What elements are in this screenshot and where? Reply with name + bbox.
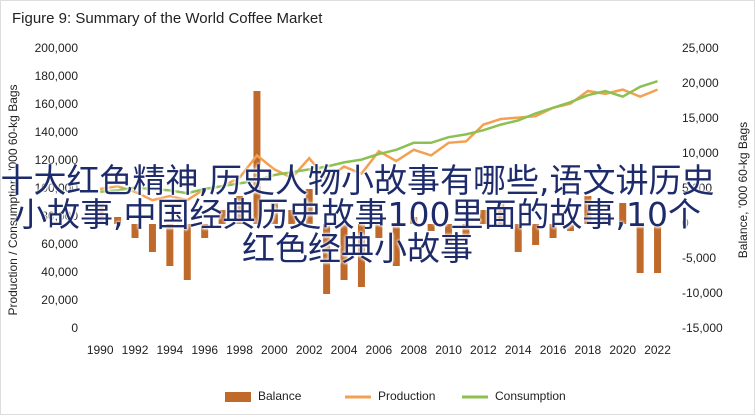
bar (148, 224, 156, 252)
bar (514, 224, 522, 252)
y-tick-label: 0 (71, 321, 78, 335)
bar (636, 224, 644, 273)
bar (96, 203, 104, 224)
legend-label: Production (378, 389, 435, 403)
bar (183, 224, 191, 280)
bar (479, 210, 487, 224)
y-tick-label: 40,000 (41, 265, 78, 279)
y-tick-label: 120,000 (35, 153, 79, 167)
legend-label: Balance (258, 389, 302, 403)
x-tick-label: 2010 (435, 343, 462, 357)
y2-tick-label: 20,000 (682, 76, 719, 90)
bar (323, 224, 331, 294)
x-tick-label: 2018 (575, 343, 602, 357)
y2-tick-label: 5,000 (682, 181, 712, 195)
bar (218, 210, 226, 224)
bar (166, 224, 174, 266)
x-tick-label: 2000 (261, 343, 288, 357)
bar (462, 224, 470, 238)
bar (131, 224, 139, 238)
x-tick-label: 2002 (296, 343, 323, 357)
overlay-text: 十大红色精神,历史人物小故事有哪些,语文讲历史小故事,中国经典历史故事100里面… (0, 161, 715, 268)
y-tick-label: 180,000 (35, 69, 79, 83)
chart-title: Figure 9: Summary of the World Coffee Ma… (12, 10, 323, 27)
bar (584, 196, 592, 224)
bar (305, 189, 313, 224)
y2-tick-label: 15,000 (682, 111, 719, 125)
bar (410, 217, 418, 224)
legend-label: Consumption (495, 389, 566, 403)
y-tick-label: 100,000 (35, 181, 79, 195)
y2-tick-label: -5,000 (682, 251, 716, 265)
bar (114, 217, 122, 224)
y2-tick-label: 10,000 (682, 146, 719, 160)
y-tick-label: 20,000 (41, 293, 78, 307)
y-tick-label: 60,000 (41, 237, 78, 251)
x-tick-label: 2012 (470, 343, 497, 357)
bar (445, 224, 453, 245)
bar (253, 91, 261, 224)
bar (270, 203, 278, 224)
line (100, 80, 658, 195)
bar (375, 224, 383, 238)
x-tick-label: 2014 (505, 343, 532, 357)
y2-tick-label: 25,000 (682, 41, 719, 55)
bar (427, 224, 435, 231)
x-tick-label: 1996 (191, 343, 218, 357)
legend-swatch (225, 392, 251, 402)
y2-tick-label: -15,000 (682, 321, 723, 335)
bar (201, 224, 209, 238)
y-tick-label: 140,000 (35, 125, 79, 139)
x-tick-label: 2016 (540, 343, 567, 357)
bar (236, 196, 244, 224)
bar (566, 224, 574, 231)
y-tick-label: 200,000 (35, 41, 79, 55)
bar (532, 224, 540, 245)
y2-tick-label: -10,000 (682, 286, 723, 300)
bar (497, 203, 505, 224)
x-tick-label: 1992 (122, 343, 149, 357)
bar (619, 203, 627, 224)
y-tick-label: 160,000 (35, 97, 79, 111)
y-axis-label: Production / Consumption, '000 60-kg Bag… (6, 84, 20, 315)
bar (392, 224, 400, 266)
x-tick-label: 2022 (644, 343, 671, 357)
bar (654, 224, 662, 273)
bar (340, 224, 348, 280)
x-tick-label: 2020 (609, 343, 636, 357)
bar (288, 210, 296, 224)
y-tick-label: 80,000 (41, 209, 78, 223)
bar (549, 224, 557, 238)
x-tick-label: 1998 (226, 343, 253, 357)
x-tick-label: 2004 (331, 343, 358, 357)
x-tick-label: 1990 (87, 343, 114, 357)
bar (357, 224, 365, 287)
x-tick-label: 2008 (400, 343, 427, 357)
bar (601, 217, 609, 224)
y2-tick-label: 0 (682, 216, 689, 230)
y2-axis-label: Balance, '000 60-kg Bags (736, 122, 750, 258)
x-tick-label: 1994 (157, 343, 184, 357)
x-tick-label: 2006 (366, 343, 393, 357)
